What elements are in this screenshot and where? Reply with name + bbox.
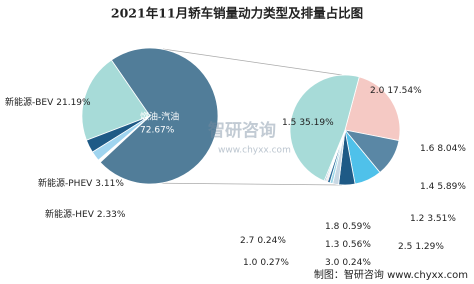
- category: 1.3: [325, 240, 339, 250]
- value-label: 8.04%: [437, 144, 466, 154]
- slice-label: 2.7 0.24%: [240, 236, 286, 246]
- connector: [141, 182, 343, 186]
- pie-slice: [81, 59, 151, 141]
- slice-label: 2.5 1.29%: [398, 242, 444, 252]
- value-label: 21.19%: [56, 98, 91, 108]
- category: 1.2: [410, 214, 424, 224]
- slice-label: 3.0 0.24%: [325, 258, 371, 268]
- value-label: 17.54%: [387, 86, 422, 96]
- value-label: 0.27%: [260, 258, 289, 268]
- pie-slice: [344, 76, 401, 142]
- category: 3.0: [325, 258, 340, 268]
- category: 2.7: [240, 236, 254, 246]
- category: 新能源-HEV: [45, 208, 95, 220]
- category: 2.0: [370, 86, 385, 96]
- value-label: 3.11%: [95, 179, 124, 189]
- category: 1.4: [420, 182, 435, 192]
- slice-label: 新能源-BEV 21.19%: [5, 96, 91, 108]
- slice-label: 1.3 0.56%: [325, 240, 371, 250]
- slice-label: 1.6 8.04%: [420, 144, 466, 154]
- value-label: 35.19%: [299, 118, 334, 128]
- source: 制图：智研咨询 www.chyxx.com: [314, 268, 468, 281]
- slice-label: 1.5 35.19%: [282, 118, 334, 128]
- slice-label: 1.4 5.89%: [420, 182, 466, 192]
- value-label: 0.56%: [342, 240, 371, 250]
- category: 1.0: [243, 258, 258, 268]
- watermark: 智研咨询: [208, 120, 276, 141]
- slice-label: 1.2 3.51%: [410, 214, 456, 224]
- connector: [162, 48, 343, 76]
- value-label: 0.24%: [342, 258, 371, 268]
- category: 1.6: [420, 144, 435, 154]
- value-label: 0.59%: [342, 222, 371, 232]
- category: 1.8: [325, 222, 340, 232]
- slice-label: 1.8 0.59%: [325, 222, 371, 232]
- category: 1.5: [282, 118, 296, 128]
- category: 新能源-PHEV: [38, 177, 93, 189]
- pie-slice: [99, 47, 219, 185]
- slice-label: 新能源-PHEV 3.11%: [38, 177, 124, 189]
- slice-label: 新能源-HEV 2.33%: [45, 208, 126, 220]
- category: 新能源-BEV: [5, 96, 54, 108]
- value-label: 1.29%: [415, 242, 444, 252]
- pie-slice: [91, 115, 151, 161]
- value-label: 0.24%: [257, 236, 286, 246]
- chart-title: 2021年11月轿车销量动力类型及排量占比图: [111, 6, 363, 21]
- pie-slice: [289, 74, 360, 182]
- value-label: 5.89%: [437, 182, 466, 192]
- slice-label: 1.0 0.27%: [243, 258, 289, 268]
- value-label: 3.51%: [427, 214, 456, 224]
- slice-label: 燃油-汽油: [140, 111, 179, 123]
- value-label: 2.33%: [97, 210, 126, 220]
- value-label: 72.67%: [140, 126, 175, 136]
- category: 2.5: [398, 242, 412, 252]
- slice-label: 2.0 17.54%: [370, 86, 422, 96]
- watermark-url: www.chyxx.com: [218, 146, 291, 156]
